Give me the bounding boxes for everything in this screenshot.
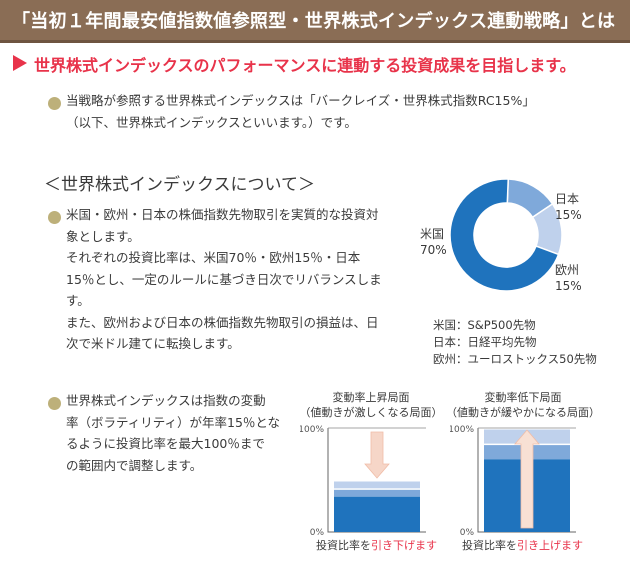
vol-line: るように投資比率を最大100％まで bbox=[66, 436, 265, 451]
bullet-icon bbox=[48, 397, 61, 410]
bullet-icon bbox=[48, 97, 61, 110]
about-line: また、欧州および日本の株価指数先物取引の損益は、日 bbox=[66, 314, 379, 330]
caption-highlight: 引き上げます bbox=[517, 539, 583, 552]
stack-segment bbox=[334, 481, 420, 489]
y-tick-100: 100% bbox=[300, 425, 324, 435]
about-line: す。 bbox=[66, 293, 90, 308]
y-tick-100: 100% bbox=[450, 425, 474, 435]
intro-line-2: （以下、世界株式インデックスといいます。）です。 bbox=[66, 115, 357, 130]
donut-label-europe: 欧州 15% bbox=[555, 262, 582, 294]
y-tick-0: 0% bbox=[310, 528, 325, 538]
donut-slice-us bbox=[449, 178, 560, 292]
chart-rise: 100% 0% bbox=[300, 425, 426, 538]
chart-fall-title-line: （値動きが緩やかになる局面） bbox=[446, 406, 600, 419]
caption-text: 投資比率を bbox=[316, 539, 371, 552]
vol-line: の範囲内で調整します。 bbox=[66, 457, 203, 473]
vol-line: 率（ボラティリティ）が年率15％とな bbox=[66, 414, 281, 430]
chart-rise-title-line: 変動率上昇局面 bbox=[332, 391, 410, 404]
section-heading: ＜世界株式インデックスについて＞ bbox=[44, 175, 315, 195]
donut-label-japan: 日本 15% bbox=[555, 191, 582, 223]
intro-text: 当戦略が参照する世界株式インデックスは「バークレイズ・世界株式指数RC15%」 … bbox=[66, 90, 535, 134]
chart-fall-title-line: 変動率低下局面 bbox=[484, 391, 562, 404]
chart-fall-title: 変動率低下局面 （値動きが緩やかになる局面） bbox=[446, 390, 600, 420]
about-line: 次で米ドル建てに転換します。 bbox=[66, 336, 240, 351]
about-line: 象とします。 bbox=[66, 228, 140, 244]
donut-legend: 米国：S&P500先物 日本：日経平均先物 欧州：ユーロストックス50先物 bbox=[433, 317, 597, 368]
tagline: 世界株式インデックスのパフォーマンスに連動する投資成果を目指します。 bbox=[34, 56, 576, 75]
legend-japan: 日本：日経平均先物 bbox=[433, 335, 537, 349]
about-line: 15％とし、一定のルールに基づき日次でリバランスしま bbox=[66, 271, 382, 287]
donut-label-europe-value: 15% bbox=[555, 279, 582, 293]
chart-fall: 100% 0% bbox=[450, 425, 576, 538]
legend-europe: 欧州：ユーロストックス50先物 bbox=[433, 352, 597, 366]
chart-rise-title: 変動率上昇局面 （値動きが激しくなる局面） bbox=[296, 390, 446, 420]
donut-label-us-name: 米国 bbox=[420, 227, 445, 241]
arrow-up-icon bbox=[514, 429, 540, 529]
chart-fall-caption: 投資比率を引き上げます bbox=[462, 537, 583, 553]
title-bar bbox=[0, 0, 630, 43]
legend-us: 米国：S&P500先物 bbox=[433, 318, 536, 332]
stack-segment bbox=[334, 496, 420, 532]
vol-line: 世界株式インデックスは指数の変動 bbox=[66, 393, 266, 408]
allocation-donut-chart bbox=[449, 178, 563, 292]
donut-label-japan-name: 日本 bbox=[555, 192, 580, 206]
vol-text: 世界株式インデックスは指数の変動 率（ボラティリティ）が年率15％とな るように… bbox=[66, 390, 280, 476]
donut-label-japan-value: 15% bbox=[555, 208, 582, 222]
caption-text: 投資比率を bbox=[462, 539, 517, 552]
page-title: 「当初１年間最安値指数値参照型・世界株式インデックス連動戦略」とは bbox=[12, 11, 616, 32]
donut-label-us-value: 70% bbox=[420, 243, 447, 257]
caption-highlight: 引き下げます bbox=[371, 539, 437, 552]
chart-rise-caption: 投資比率を引き下げます bbox=[316, 537, 437, 553]
bullet-icon bbox=[48, 211, 61, 224]
intro-line-1: 当戦略が参照する世界株式インデックスは「バークレイズ・世界株式指数RC15%」 bbox=[66, 93, 535, 108]
about-line: それぞれの投資比率は、米国70％・欧州15％・日本 bbox=[66, 250, 361, 265]
y-tick-0: 0% bbox=[460, 528, 475, 538]
chart-rise-title-line: （値動きが激しくなる局面） bbox=[299, 406, 443, 419]
red-arrow-icon bbox=[13, 55, 27, 71]
about-text: 米国・欧州・日本の株価指数先物取引を実質的な投資対 象とします。 それぞれの投資… bbox=[66, 204, 382, 355]
donut-label-europe-name: 欧州 bbox=[555, 263, 580, 277]
about-line: 米国・欧州・日本の株価指数先物取引を実質的な投資対 bbox=[66, 207, 379, 222]
arrow-down-icon bbox=[364, 431, 390, 479]
donut-label-us: 米国 70% bbox=[420, 226, 447, 258]
stack-segment bbox=[334, 489, 420, 497]
